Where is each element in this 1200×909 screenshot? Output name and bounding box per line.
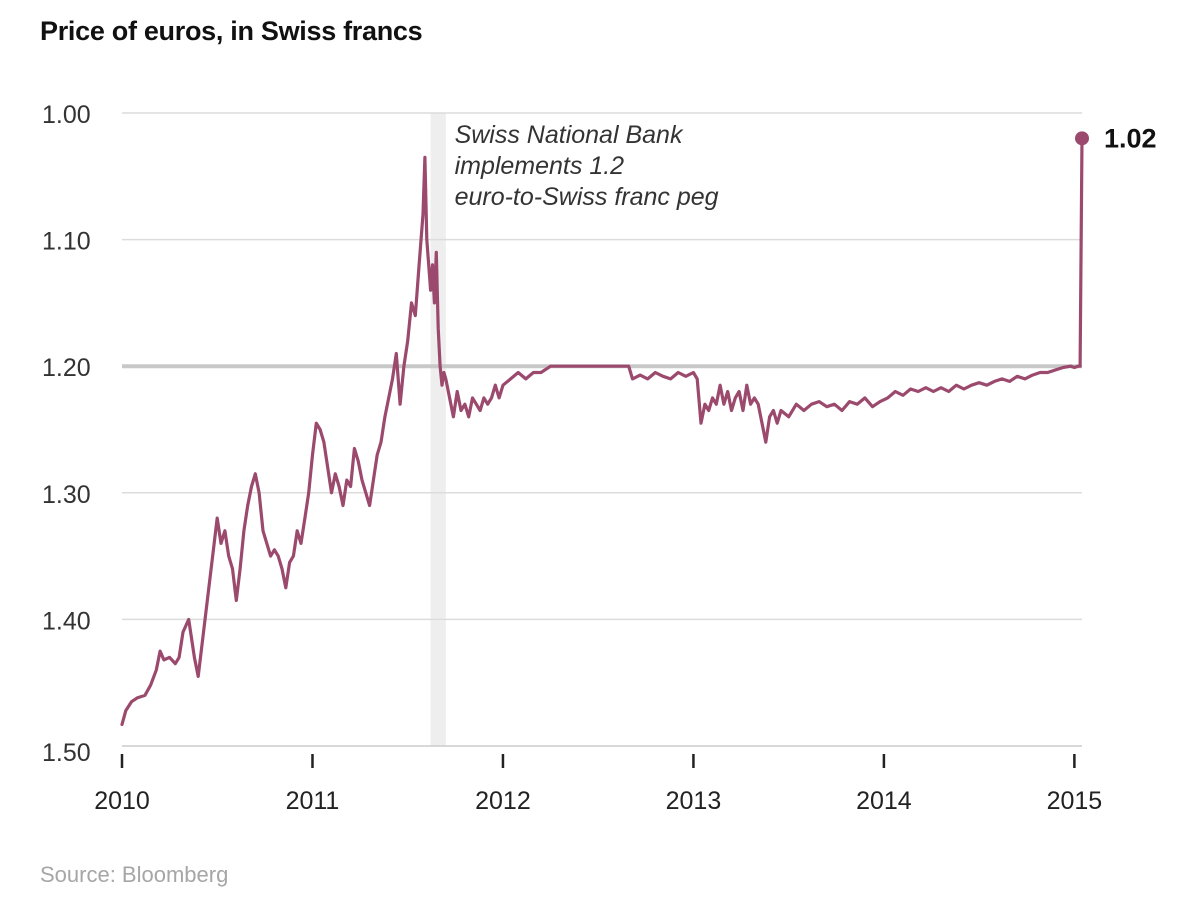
annotation-line: implements 1.2	[455, 152, 625, 180]
y-tick-label: 1.50	[42, 739, 91, 767]
peg-highlight-band	[430, 113, 446, 746]
series-line-eur-chf	[120, 136, 1084, 727]
x-tick-label: 2015	[1047, 787, 1103, 815]
x-tick-label: 2010	[94, 787, 150, 815]
source-note: Source: Bloomberg	[40, 862, 229, 887]
x-tick-label: 2014	[856, 787, 912, 815]
x-tick-label: 2012	[475, 787, 531, 815]
y-tick-label: 1.00	[42, 101, 91, 129]
y-tick-label: 1.10	[42, 228, 91, 256]
y-tick-label: 1.30	[42, 481, 91, 509]
end-value-label: 1.02	[1104, 123, 1157, 153]
y-tick-label: 1.40	[42, 607, 91, 635]
y-tick-label: 1.20	[42, 354, 91, 382]
x-tick-label: 2011	[286, 787, 340, 815]
chart-title: Price of euros, in Swiss francs	[40, 16, 423, 46]
x-tick-label: 2013	[666, 787, 722, 815]
annotation-line: euro-to-Swiss franc peg	[455, 183, 719, 211]
annotation-line: Swiss National Bank	[455, 121, 684, 149]
end-point-marker	[1075, 131, 1089, 146]
